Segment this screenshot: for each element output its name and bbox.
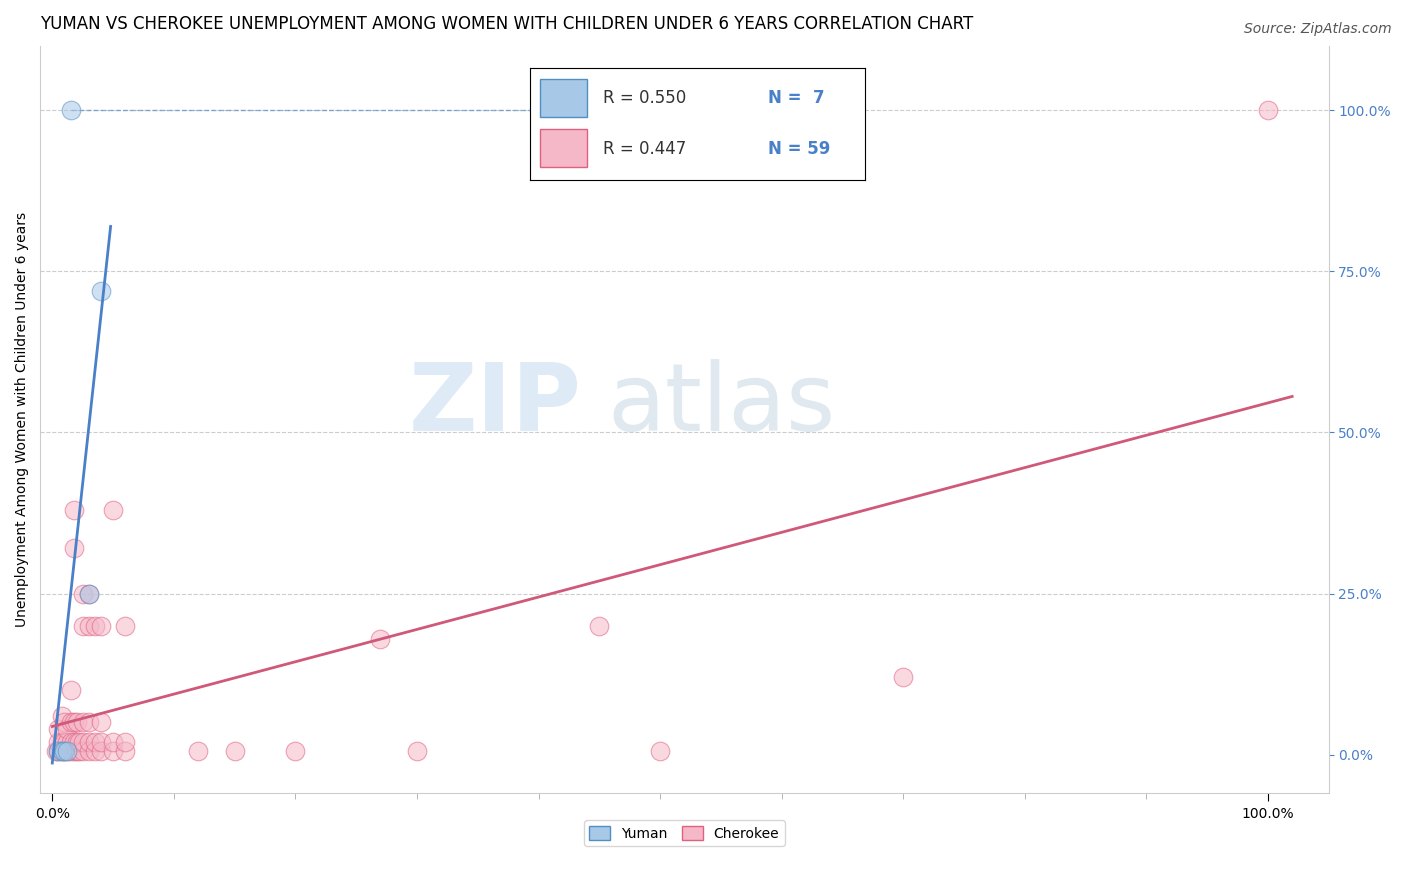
- Point: [59, 683, 82, 698]
- Point: [83, 744, 105, 758]
- Point: [72, 586, 94, 600]
- Point: [77, 619, 100, 633]
- Point: [90, 744, 112, 758]
- Point: [187, 744, 209, 758]
- Point: [72, 619, 94, 633]
- Point: [63, 744, 86, 758]
- Text: Source: ZipAtlas.com: Source: ZipAtlas.com: [1244, 22, 1392, 37]
- Point: [59, 744, 82, 758]
- Point: [56, 744, 79, 758]
- Point: [72, 735, 94, 749]
- Point: [46, 744, 69, 758]
- Point: [65, 735, 87, 749]
- Point: [46, 744, 69, 758]
- Point: [53, 715, 76, 730]
- Point: [59, 735, 82, 749]
- Point: [72, 744, 94, 758]
- Point: [90, 619, 112, 633]
- Point: [45, 744, 67, 758]
- Point: [77, 586, 100, 600]
- Text: ZIP: ZIP: [408, 359, 581, 450]
- Point: [406, 744, 429, 758]
- Point: [65, 744, 87, 758]
- Legend: Yuman, Cherokee: Yuman, Cherokee: [583, 821, 785, 847]
- Text: atlas: atlas: [607, 359, 835, 450]
- Point: [51, 735, 73, 749]
- Point: [77, 735, 100, 749]
- Point: [224, 744, 246, 758]
- Point: [65, 715, 87, 730]
- Point: [56, 735, 79, 749]
- Point: [1257, 103, 1279, 117]
- Point: [101, 744, 124, 758]
- Point: [51, 744, 73, 758]
- Point: [588, 619, 610, 633]
- Point: [114, 744, 136, 758]
- Point: [90, 715, 112, 730]
- Y-axis label: Unemployment Among Women with Children Under 6 years: Unemployment Among Women with Children U…: [15, 212, 30, 627]
- Point: [284, 744, 307, 758]
- Point: [63, 502, 86, 516]
- Point: [72, 715, 94, 730]
- Point: [53, 735, 76, 749]
- Text: YUMAN VS CHEROKEE UNEMPLOYMENT AMONG WOMEN WITH CHILDREN UNDER 6 YEARS CORRELATI: YUMAN VS CHEROKEE UNEMPLOYMENT AMONG WOM…: [41, 15, 973, 33]
- Point: [53, 744, 76, 758]
- Point: [67, 735, 90, 749]
- Point: [114, 619, 136, 633]
- Point: [59, 715, 82, 730]
- Point: [56, 722, 79, 736]
- Point: [83, 735, 105, 749]
- Point: [648, 744, 671, 758]
- Point: [46, 735, 69, 749]
- Point: [53, 744, 76, 758]
- Point: [370, 632, 392, 646]
- Point: [101, 735, 124, 749]
- Point: [56, 744, 79, 758]
- Point: [83, 619, 105, 633]
- Point: [46, 722, 69, 736]
- Point: [114, 735, 136, 749]
- Point: [77, 715, 100, 730]
- Point: [59, 103, 82, 117]
- Point: [77, 586, 100, 600]
- Point: [63, 715, 86, 730]
- Point: [51, 744, 73, 758]
- Point: [90, 284, 112, 298]
- Point: [891, 670, 914, 684]
- Point: [67, 744, 90, 758]
- Point: [63, 541, 86, 556]
- Point: [90, 735, 112, 749]
- Point: [101, 502, 124, 516]
- Point: [63, 735, 86, 749]
- Point: [77, 744, 100, 758]
- Point: [51, 709, 73, 723]
